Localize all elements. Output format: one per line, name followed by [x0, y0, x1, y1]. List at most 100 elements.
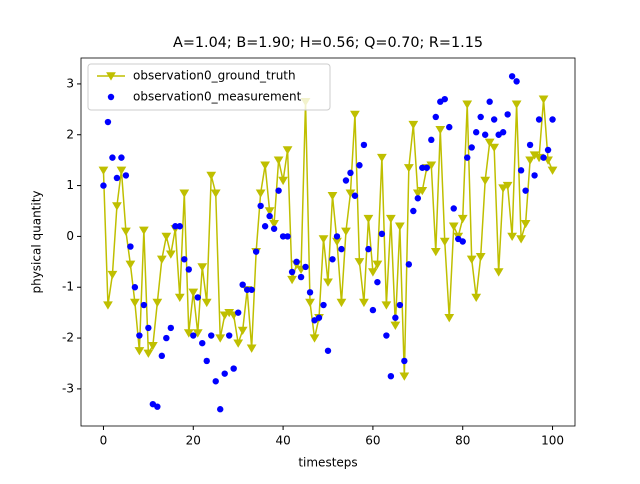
y-tick-label: 0	[66, 229, 74, 243]
line-marker	[287, 275, 297, 285]
scatter-point	[131, 284, 139, 291]
line-marker	[417, 186, 428, 196]
scatter-point	[419, 164, 426, 171]
scatter-point	[432, 113, 439, 121]
scatter-point	[109, 154, 116, 161]
line-marker	[210, 189, 221, 198]
scatter-point	[248, 286, 255, 293]
line-marker	[305, 298, 315, 308]
line-marker	[197, 263, 208, 272]
scatter-point	[428, 136, 435, 144]
line-marker	[269, 220, 279, 229]
scatter-point	[374, 278, 381, 286]
scatter-point	[486, 98, 493, 105]
line-marker	[444, 314, 455, 323]
scatter-point	[221, 370, 228, 377]
line-marker	[215, 334, 226, 343]
line-marker	[394, 222, 405, 231]
line-marker	[318, 235, 329, 244]
scatter-point	[338, 245, 345, 253]
scatter-point	[522, 187, 529, 194]
line-marker	[327, 192, 338, 201]
scatter-point	[306, 289, 314, 296]
line-marker	[547, 166, 558, 175]
line-marker	[480, 176, 491, 186]
line-marker	[201, 298, 212, 308]
scatter-point	[234, 309, 242, 316]
line-marker	[525, 156, 535, 165]
line-marker	[390, 321, 401, 330]
scatter-point	[535, 116, 543, 123]
scatter-point	[544, 146, 552, 154]
line-marker	[255, 189, 266, 198]
line-marker	[165, 250, 176, 259]
line-marker	[246, 344, 257, 353]
line-marker	[341, 227, 351, 236]
line-marker	[282, 146, 293, 155]
scatter-point	[459, 238, 466, 245]
scatter-point	[145, 324, 152, 332]
line-marker	[345, 189, 356, 198]
line-marker	[350, 110, 360, 120]
line-marker	[439, 237, 450, 247]
scatter-point	[378, 230, 386, 238]
scatter-point	[113, 174, 121, 182]
scatter-point	[450, 205, 457, 212]
x-tick-label: 100	[541, 434, 564, 448]
line-marker	[179, 189, 190, 198]
scatter-point	[167, 324, 175, 332]
scatter-point	[387, 372, 395, 380]
line-marker	[174, 293, 185, 302]
scatter-point	[347, 169, 354, 177]
scatter-point	[266, 212, 273, 220]
scatter-point	[333, 233, 341, 240]
line-marker	[161, 232, 172, 241]
line-marker	[354, 258, 365, 267]
scatter-point	[360, 141, 368, 149]
scatter-point	[508, 73, 516, 80]
line-marker	[103, 301, 113, 310]
scatter-point	[302, 263, 309, 271]
y-tick-label: 1	[66, 178, 74, 192]
legend-marker	[107, 93, 115, 101]
line-marker	[112, 202, 122, 211]
scatter-point	[396, 301, 404, 309]
x-axis-label: timesteps	[298, 456, 357, 470]
scatter-point	[270, 225, 278, 232]
scatter-point	[190, 332, 197, 339]
line-marker	[372, 260, 383, 269]
scatter-point	[383, 332, 390, 339]
line-marker	[511, 100, 522, 109]
y-tick-label: 3	[66, 76, 74, 90]
line-marker	[336, 298, 347, 308]
scatter-point	[297, 273, 305, 281]
scatter-point	[473, 129, 480, 136]
line-marker	[125, 260, 136, 269]
scatter-point	[477, 113, 484, 121]
x-tick-label: 0	[100, 434, 108, 448]
line-marker	[520, 220, 531, 229]
line-marker	[466, 255, 477, 264]
scatter-point	[199, 339, 206, 347]
line-marker	[493, 268, 504, 277]
line-marker	[502, 181, 513, 191]
scatter-point	[531, 172, 538, 179]
x-tick-label: 20	[186, 434, 201, 448]
scatter-point	[468, 144, 475, 151]
scatter-point	[526, 141, 534, 149]
scatter-point	[342, 177, 350, 184]
line-marker	[430, 247, 441, 257]
line-marker	[152, 298, 163, 308]
scatter-point	[208, 332, 215, 339]
line-marker	[471, 293, 482, 302]
line-marker	[147, 341, 158, 351]
scatter-point	[275, 187, 282, 194]
scatter-point	[481, 131, 489, 138]
scatter-point	[226, 332, 233, 339]
scatter-point	[239, 281, 246, 288]
legend-box	[87, 63, 331, 111]
scatter-point	[284, 233, 291, 240]
scatter-point	[230, 365, 237, 372]
scatter-point	[140, 301, 148, 309]
line-marker	[448, 222, 459, 231]
